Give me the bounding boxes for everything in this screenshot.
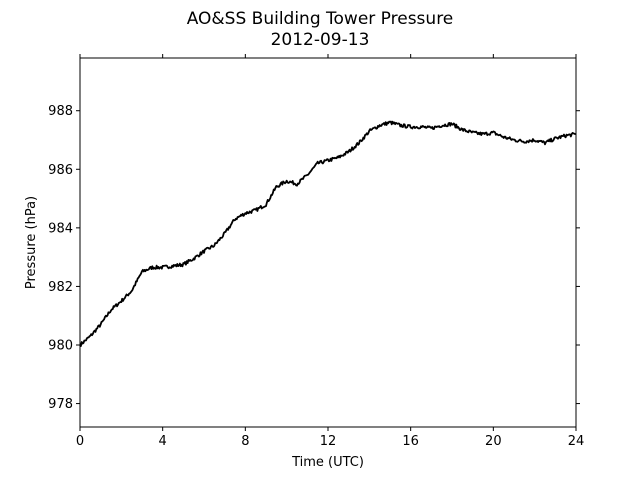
y-tick-label: 986 — [48, 163, 73, 178]
x-tick-label: 12 — [320, 434, 337, 449]
x-axis-label: Time (UTC) — [291, 455, 364, 470]
y-tick-label: 980 — [48, 339, 73, 354]
x-tick-label: 0 — [76, 434, 84, 449]
chart-title: AO&SS Building Tower Pressure — [187, 9, 454, 29]
x-tick-label: 16 — [402, 434, 419, 449]
x-axis: 0 4 8 12 16 20 24 — [76, 54, 584, 449]
x-tick-label: 4 — [159, 434, 167, 449]
y-tick-label: 982 — [48, 280, 73, 295]
x-tick-label: 20 — [485, 434, 502, 449]
x-tick-label: 8 — [241, 434, 249, 449]
plot-area — [79, 120, 577, 347]
chart-subtitle: 2012-09-13 — [271, 30, 370, 50]
x-tick-label: 24 — [568, 434, 585, 449]
y-axis-label: Pressure (hPa) — [24, 196, 39, 289]
plot-frame — [79, 57, 577, 428]
y-axis: 978 980 982 984 986 988 — [48, 104, 580, 412]
y-tick-label: 988 — [48, 104, 73, 119]
pressure-line — [79, 120, 577, 347]
y-tick-label: 978 — [48, 397, 73, 412]
y-tick-label: 984 — [48, 221, 73, 236]
